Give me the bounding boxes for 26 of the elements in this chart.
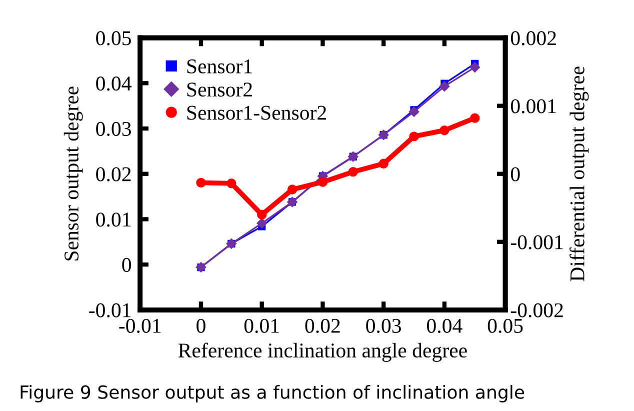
y2-tick-label: -0.002 [510, 303, 563, 318]
x-axis-title: Reference inclination angle degree [178, 342, 467, 362]
y-tick-label: 0.05 [96, 31, 131, 46]
y2-axis-title: Differential output degree [570, 66, 589, 282]
y-tick-label: 0.02 [96, 167, 131, 182]
x-tick-label: 0.01 [244, 318, 279, 333]
x-tick-label: 0.04 [427, 318, 462, 333]
y2-tick-label: -0.001 [510, 235, 563, 250]
x-tick-label: 0.02 [305, 318, 340, 333]
y-tick-label: 0.03 [96, 122, 131, 136]
x-tick-label: 0 [196, 318, 206, 333]
y-tick-label: 0.01 [96, 212, 131, 227]
x-tick-label: -0.01 [119, 318, 161, 333]
legend-label: Sensor1-Sensor2 [187, 106, 326, 120]
y-tick-label: -0.01 [89, 303, 131, 318]
x-tick-label: 0.03 [366, 318, 401, 333]
y2-tick-label: 0 [510, 167, 520, 182]
legend-label: Sensor2 [187, 82, 252, 97]
legend-label: Sensor1 [187, 59, 252, 74]
caption: Figure 9 Sensor output as a function of inclination angle [20, 384, 524, 402]
y-tick-label: 0 [122, 258, 131, 272]
y2-tick-label: 0.002 [510, 31, 556, 46]
x-tick-label: 0.05 [488, 318, 523, 333]
y-axis-title: Sensor output degree [64, 86, 83, 260]
y-tick-label: 0.04 [96, 76, 132, 91]
y2-tick-label: 0.001 [510, 99, 556, 114]
